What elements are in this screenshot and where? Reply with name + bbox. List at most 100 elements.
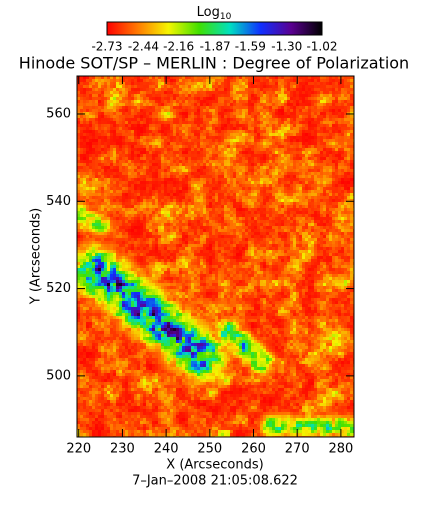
heatmap-cell	[200, 124, 203, 127]
heatmap-cell	[215, 106, 218, 109]
heatmap-cell	[200, 109, 203, 112]
heatmap-cell	[323, 190, 326, 193]
heatmap-cell	[233, 229, 236, 232]
heatmap-cell	[104, 184, 107, 187]
heatmap-cell	[293, 145, 296, 148]
heatmap-cell	[188, 136, 191, 139]
heatmap-cell	[158, 100, 161, 103]
heatmap-cell	[341, 217, 344, 220]
heatmap-cell	[272, 94, 275, 97]
heatmap-cell	[341, 190, 344, 193]
heatmap-cell	[293, 79, 296, 82]
heatmap-cell	[272, 127, 275, 130]
heatmap-cell	[311, 202, 314, 205]
heatmap-cell	[92, 175, 95, 178]
heatmap-cell	[146, 127, 149, 130]
heatmap-cell	[263, 226, 266, 229]
heatmap-cell	[176, 163, 179, 166]
heatmap-cell	[80, 211, 83, 214]
heatmap-cell	[134, 136, 137, 139]
heatmap-cell	[107, 109, 110, 112]
heatmap-cell	[314, 166, 317, 169]
heatmap-cell	[284, 109, 287, 112]
heatmap-cell	[212, 124, 215, 127]
heatmap-cell	[80, 166, 83, 169]
heatmap-cell	[134, 91, 137, 94]
heatmap-cell	[242, 97, 245, 100]
heatmap-cell	[221, 133, 224, 136]
heatmap-cell	[95, 76, 98, 79]
heatmap-cell	[254, 220, 257, 223]
heatmap-cell	[272, 157, 275, 160]
heatmap-cell	[350, 85, 353, 88]
heatmap-cell	[272, 142, 275, 145]
heatmap-cell	[254, 169, 257, 172]
heatmap-cell	[149, 214, 152, 217]
heatmap-cell	[89, 181, 92, 184]
heatmap-cell	[284, 223, 287, 226]
heatmap-cell	[101, 196, 104, 199]
heatmap-cell	[146, 184, 149, 187]
heatmap-cell	[311, 115, 314, 118]
heatmap-cell	[326, 163, 329, 166]
heatmap-cell	[266, 112, 269, 115]
heatmap-cell	[272, 130, 275, 133]
heatmap-cell	[305, 199, 308, 202]
heatmap-cell	[140, 172, 143, 175]
heatmap-cell	[137, 163, 140, 166]
heatmap-cell	[272, 229, 275, 232]
heatmap-cell	[209, 175, 212, 178]
heatmap-cell	[227, 157, 230, 160]
heatmap-cell	[302, 106, 305, 109]
heatmap-cell	[245, 214, 248, 217]
heatmap-cell	[290, 130, 293, 133]
heatmap-cell	[347, 163, 350, 166]
heatmap-cell	[290, 196, 293, 199]
heatmap-cell	[332, 133, 335, 136]
heatmap-cell	[173, 76, 176, 79]
heatmap-cell	[95, 220, 98, 223]
heatmap-cell	[170, 199, 173, 202]
heatmap-cell	[326, 82, 329, 85]
heatmap-cell	[182, 112, 185, 115]
heatmap-cell	[191, 208, 194, 211]
heatmap-cell	[116, 229, 119, 232]
heatmap-cell	[275, 112, 278, 115]
heatmap-cell	[266, 79, 269, 82]
heatmap-cell	[182, 103, 185, 106]
heatmap-cell	[176, 115, 179, 118]
heatmap-cell	[167, 94, 170, 97]
heatmap-cell	[314, 232, 317, 235]
heatmap-cell	[203, 166, 206, 169]
heatmap-cell	[206, 103, 209, 106]
heatmap-cell	[311, 214, 314, 217]
heatmap-cell	[95, 136, 98, 139]
heatmap-cell	[86, 214, 89, 217]
heatmap-cell	[170, 229, 173, 232]
heatmap-cell	[89, 142, 92, 145]
heatmap-cell	[227, 193, 230, 196]
heatmap-cell	[254, 121, 257, 124]
heatmap-cell	[173, 91, 176, 94]
heatmap-cell	[275, 109, 278, 112]
heatmap-cell	[101, 82, 104, 85]
heatmap-cell	[332, 205, 335, 208]
heatmap-cell	[260, 115, 263, 118]
heatmap-cell	[341, 133, 344, 136]
heatmap-cell	[167, 235, 170, 238]
heatmap-cell	[194, 196, 197, 199]
heatmap-cell	[203, 106, 206, 109]
heatmap-cell	[83, 199, 86, 202]
heatmap-cell	[191, 145, 194, 148]
heatmap-cell	[185, 154, 188, 157]
heatmap-cell	[119, 235, 122, 238]
heatmap-cell	[119, 85, 122, 88]
heatmap-cell	[146, 226, 149, 229]
heatmap-cell	[230, 133, 233, 136]
heatmap-cell	[104, 121, 107, 124]
heatmap-cell	[176, 85, 179, 88]
heatmap-cell	[347, 178, 350, 181]
heatmap-cell	[251, 106, 254, 109]
heatmap-cell	[128, 148, 131, 151]
heatmap-cell	[89, 97, 92, 100]
